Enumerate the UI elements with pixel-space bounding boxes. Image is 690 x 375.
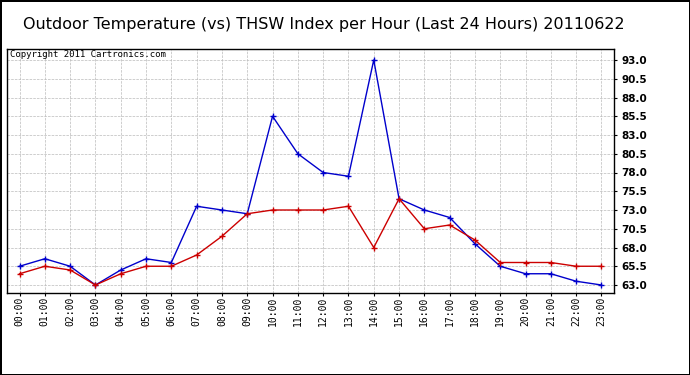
- Text: Copyright 2011 Cartronics.com: Copyright 2011 Cartronics.com: [10, 50, 166, 59]
- Text: Outdoor Temperature (vs) THSW Index per Hour (Last 24 Hours) 20110622: Outdoor Temperature (vs) THSW Index per …: [23, 17, 625, 32]
